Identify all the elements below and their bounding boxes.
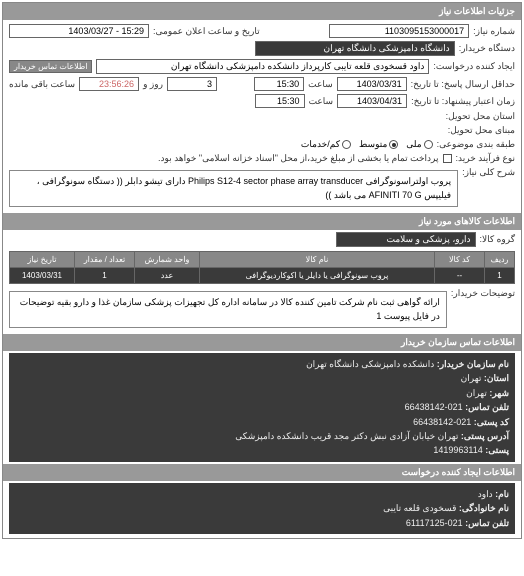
radio-icon xyxy=(342,140,351,149)
phone-label: تلفن تماس: xyxy=(465,402,509,412)
city-label: شهر: xyxy=(489,388,509,398)
deadline-label: حداقل ارسال پاسخ: تا تاریخ: xyxy=(411,79,515,90)
general-desc-label: شرح کلی نیاز: xyxy=(462,167,515,178)
table-cell: 1 xyxy=(485,268,515,284)
budget-opt2[interactable]: متوسط xyxy=(359,139,398,150)
transfer-place-label: مبنای محل تحویل: xyxy=(448,125,515,136)
table-cell: 1403/03/31 xyxy=(10,268,75,284)
table-cell: عدد xyxy=(135,268,200,284)
payment-checkbox[interactable] xyxy=(443,154,452,163)
nat-value: 1419963114 xyxy=(433,445,482,455)
postcode-label: کد پستی: xyxy=(474,417,509,427)
buyer-org-value: دانشگاه دامپزشکی دانشگاه تهران xyxy=(255,41,455,56)
validity-time-label: ساعت xyxy=(309,96,334,107)
creator-phone-value: 021-61117125 xyxy=(406,518,463,528)
remaining-days: 3 xyxy=(167,77,217,91)
deadline-date: 1403/03/31 xyxy=(337,77,407,91)
table-cell: 1 xyxy=(75,268,135,284)
budget-opt3[interactable]: کم/خدمات xyxy=(301,139,351,150)
need-number-value: 1103095153000017 xyxy=(329,24,469,38)
remaining-days-label: روز و xyxy=(143,79,163,90)
budget-opt1-label: ملی xyxy=(406,139,421,150)
announce-date-label: تاریخ و ساعت اعلان عمومی: xyxy=(153,26,260,37)
deadline-time: 15:30 xyxy=(254,77,304,91)
addr-label: آدرس پستی: xyxy=(461,431,509,441)
form-body: شماره نیاز: 1103095153000017 تاریخ و ساع… xyxy=(3,20,521,538)
requester-label: ایجاد کننده درخواست: xyxy=(433,61,515,72)
validity-label: زمان اعتبار پیشنهاد: تا تاریخ: xyxy=(411,96,515,107)
postcode-value: 021-66438142 xyxy=(413,417,471,427)
contact-section: نام سازمان خریدار: دانشکده دامپزشکی دانش… xyxy=(9,353,515,462)
validity-date: 1403/04/31 xyxy=(337,94,407,108)
buyer-org-label: دستگاه خریدار: xyxy=(459,43,515,54)
table-header: تعداد / مقدار xyxy=(75,252,135,268)
org-value: دانشکده دامپزشکی دانشگاه تهران xyxy=(306,359,434,369)
need-number-label: شماره نیاز: xyxy=(473,26,515,37)
table-cell: پروب سونوگرافی یا دایلر یا اکوکاردیوگراف… xyxy=(200,268,435,284)
validity-time: 15:30 xyxy=(255,94,305,108)
radio-icon xyxy=(389,140,398,149)
contact-header: اطلاعات تماس سازمان خریدار xyxy=(3,334,521,351)
phone-value: 021-66438142 xyxy=(405,402,463,412)
creator-header: اطلاعات ایجاد کننده درخواست xyxy=(3,464,521,481)
deadline-time-label: ساعت xyxy=(308,79,333,90)
table-header: کد کالا xyxy=(435,252,485,268)
creator-family-value: قسخودی قلعه تایبی xyxy=(383,503,456,513)
goods-header: اطلاعات کالاهای مورد نیاز xyxy=(3,213,521,230)
table-header: نام کالا xyxy=(200,252,435,268)
budget-opt2-label: متوسط xyxy=(359,139,387,150)
budget-radio-group: ملی متوسط کم/خدمات xyxy=(301,139,433,150)
goods-group-value: دارو، پزشکی و سلامت xyxy=(336,232,476,247)
budget-opt1[interactable]: ملی xyxy=(406,139,432,150)
remaining-time: 23:56:26 xyxy=(79,77,139,91)
announce-date-value: 15:29 - 1403/03/27 xyxy=(9,24,149,38)
payment-label: نوع فرآیند خرید: xyxy=(456,153,516,164)
budget-label: طبقه بندی موضوعی: xyxy=(437,139,515,150)
creator-name-value: داود xyxy=(478,489,493,499)
table-header: ردیف xyxy=(485,252,515,268)
city-value: تهران xyxy=(466,388,487,398)
creator-phone-label: تلفن تماس: xyxy=(465,518,509,528)
delivery-place-label: استان محل تحویل: xyxy=(446,111,515,122)
table-row: 1--پروب سونوگرافی یا دایلر یا اکوکاردیوگ… xyxy=(10,268,515,284)
payment-chk-label: پرداخت تمام یا بخشی از مبلغ خرید،از محل … xyxy=(158,153,438,164)
radio-icon xyxy=(424,140,433,149)
items-table: ردیفکد کالانام کالاواحد شمارشتعداد / مقد… xyxy=(9,251,515,284)
table-header: تاریخ نیاز xyxy=(10,252,75,268)
remaining-suffix: ساعت باقی مانده xyxy=(9,79,75,90)
creator-section: نام: داود نام خانوادگی: قسخودی قلعه تایب… xyxy=(9,483,515,534)
buyer-notes-label: توضیحات خریدار: xyxy=(451,288,515,299)
buyer-notes-text: ارائه گواهی ثبت نام شرکت تامین کننده کال… xyxy=(9,291,447,328)
province-label: استان: xyxy=(484,373,509,383)
buyer-contact-button[interactable]: اطلاعات تماس خریدار xyxy=(9,60,92,73)
table-cell: -- xyxy=(435,268,485,284)
requester-value: داود قسخودی قلعه تایبی کارپرداز دانشکده … xyxy=(96,59,429,74)
main-panel: جزئیات اطلاعات نیاز شماره نیاز: 11030951… xyxy=(2,2,522,539)
panel-title: جزئیات اطلاعات نیاز xyxy=(3,3,521,20)
addr-value: تهران خیابان آزادی نبش دکتر مجد قریب دان… xyxy=(235,431,458,441)
org-label: نام سازمان خریدار: xyxy=(437,359,509,369)
table-header: واحد شمارش xyxy=(135,252,200,268)
budget-opt3-label: کم/خدمات xyxy=(301,139,340,150)
creator-name-label: نام: xyxy=(495,489,509,499)
province-value: تهران xyxy=(461,373,482,383)
general-desc-text: پروب اولتراسونوگرافی Philips S12-4 secto… xyxy=(9,170,458,207)
creator-family-label: نام خانوادگی: xyxy=(459,503,509,513)
nat-label: پستی: xyxy=(485,445,509,455)
goods-group-label: گروه کالا: xyxy=(480,234,515,245)
